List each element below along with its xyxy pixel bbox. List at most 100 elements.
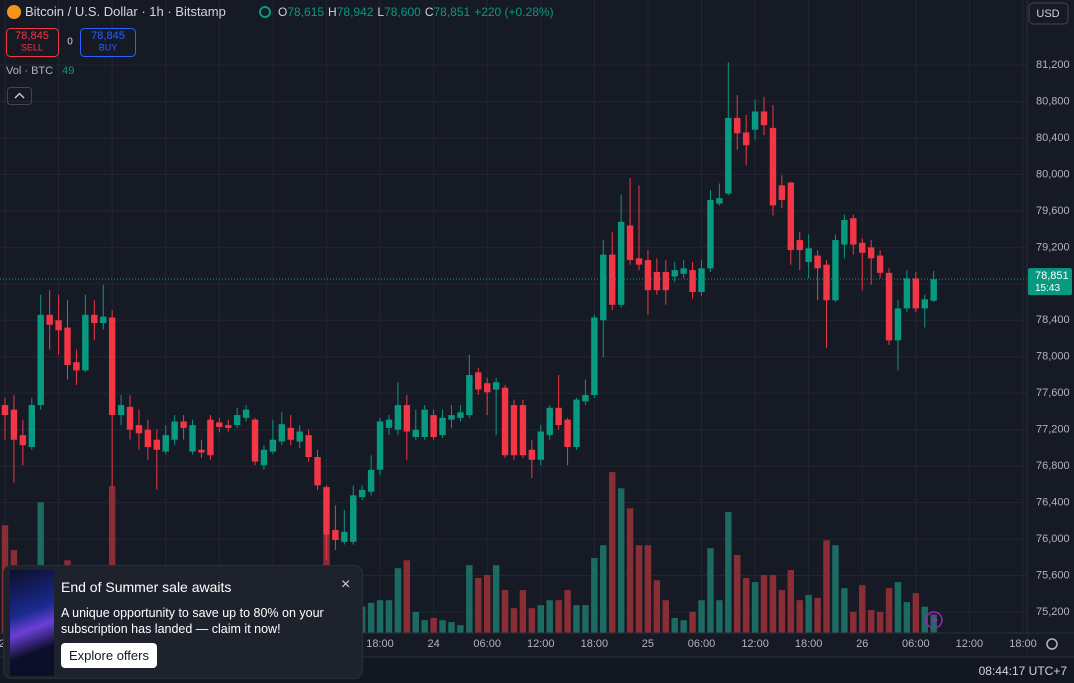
candle-body	[233, 415, 241, 426]
currency[interactable]: USD	[1036, 8, 1059, 20]
promo-button[interactable]: Explore offers	[61, 643, 157, 668]
promo-image	[10, 570, 54, 676]
candle-body	[725, 117, 732, 194]
candle-body	[492, 382, 500, 390]
candle-body	[707, 199, 714, 269]
ohlc: O78,615 H78,942 L78,600 C78,851 +220 (+0.28%…	[278, 5, 554, 19]
buy-price[interactable]: 78,845	[91, 30, 125, 42]
volume-bar	[859, 585, 866, 633]
candle-body	[1, 405, 9, 416]
candle-body	[635, 258, 643, 265]
alert-icon[interactable]	[925, 611, 943, 629]
candle-body	[644, 260, 652, 291]
candle-body	[680, 268, 687, 274]
candle-body	[82, 314, 89, 371]
settings-icon[interactable]	[1046, 638, 1058, 650]
candle-body	[867, 247, 875, 259]
x-tick-label: 18:00	[795, 638, 823, 650]
candle-body	[903, 278, 911, 309]
candle-body	[350, 495, 357, 542]
volume-bar	[448, 622, 455, 633]
x-tick-label: 06:00	[902, 638, 930, 650]
volume-bar	[796, 600, 803, 633]
candle-body	[28, 405, 36, 448]
candle-body	[698, 268, 705, 293]
volume-bar	[867, 610, 875, 633]
candle-body	[117, 405, 125, 416]
candle-body	[760, 111, 768, 126]
candle-body	[805, 248, 812, 262]
volume-bar	[742, 577, 750, 633]
candle-body	[787, 182, 795, 251]
sell-price[interactable]: 78,845	[15, 30, 49, 42]
volume-bar	[671, 617, 678, 633]
volume-bar	[573, 605, 580, 633]
close-button[interactable]: ×	[341, 576, 351, 593]
buy-button[interactable]	[80, 28, 136, 57]
volume-bar	[644, 545, 652, 633]
candle-body	[10, 409, 18, 440]
candle-body	[189, 425, 196, 452]
candle-body	[448, 415, 455, 420]
volume-bar	[457, 625, 464, 633]
volume-bar	[475, 577, 482, 633]
candle-body	[876, 255, 884, 273]
buy-label[interactable]: BUY	[99, 42, 118, 52]
x-tick-label: 24	[427, 638, 439, 650]
candle-body	[153, 439, 161, 450]
candle-body	[662, 271, 670, 291]
candle-body	[501, 387, 509, 456]
candle-body	[894, 308, 902, 341]
y-tick-label: 77,600	[1036, 387, 1070, 399]
y-tick-label: 81,200	[1036, 59, 1070, 71]
candle-body	[823, 264, 830, 301]
ohlc-key: L	[377, 5, 384, 19]
x-tick-label: 12:00	[956, 638, 984, 650]
alert-bolt	[931, 614, 938, 626]
candle-body	[850, 218, 857, 245]
candle-body	[734, 117, 741, 134]
volume-bar	[403, 560, 411, 633]
countdown: 15:43	[1035, 283, 1060, 294]
candle-body	[582, 395, 589, 402]
candle-body	[242, 409, 250, 418]
volume-bar	[635, 545, 643, 633]
volume-bar	[430, 617, 437, 633]
candle-body	[573, 399, 580, 448]
sell-label[interactable]: SELL	[21, 42, 43, 52]
candle-body	[198, 449, 205, 453]
volume-bar	[814, 597, 821, 633]
ohlc-value: 78,851	[433, 5, 470, 19]
x-tick-label: 18:00	[581, 638, 609, 650]
candle-body	[546, 407, 553, 436]
candle-body	[832, 240, 839, 301]
currency-button[interactable]	[1028, 2, 1069, 25]
candle-body	[171, 421, 178, 440]
symbol-line: Bitcoin / U.S. Dollar · 1h · Bitstamp	[25, 4, 226, 19]
clock: 08:44:17 UTC+7	[979, 664, 1068, 678]
volume-bar	[421, 620, 428, 633]
volume-bar	[501, 590, 509, 633]
candle-body	[778, 185, 786, 200]
volume-bar	[912, 593, 920, 633]
y-tick-label: 77,200	[1036, 424, 1070, 436]
candle-body	[323, 487, 330, 535]
candle-body	[332, 529, 339, 541]
collapse-button[interactable]	[7, 87, 32, 105]
collapse-icon	[14, 92, 25, 99]
volume-bar	[760, 574, 768, 633]
candle-body	[483, 383, 491, 393]
candle-body	[930, 279, 937, 301]
x-tick-label: 18:00	[366, 638, 394, 650]
candle-body	[108, 317, 116, 416]
ohlc-value: 78,600	[384, 5, 421, 19]
sell-button[interactable]	[6, 28, 59, 57]
volume-bar	[778, 590, 786, 633]
volume-bar	[841, 588, 848, 633]
candle-body	[430, 415, 437, 437]
candle-body	[591, 317, 598, 396]
x-tick-label: 06:00	[473, 638, 501, 650]
candle-body	[912, 278, 920, 309]
candle-body	[537, 431, 544, 460]
candle-body	[367, 469, 375, 492]
